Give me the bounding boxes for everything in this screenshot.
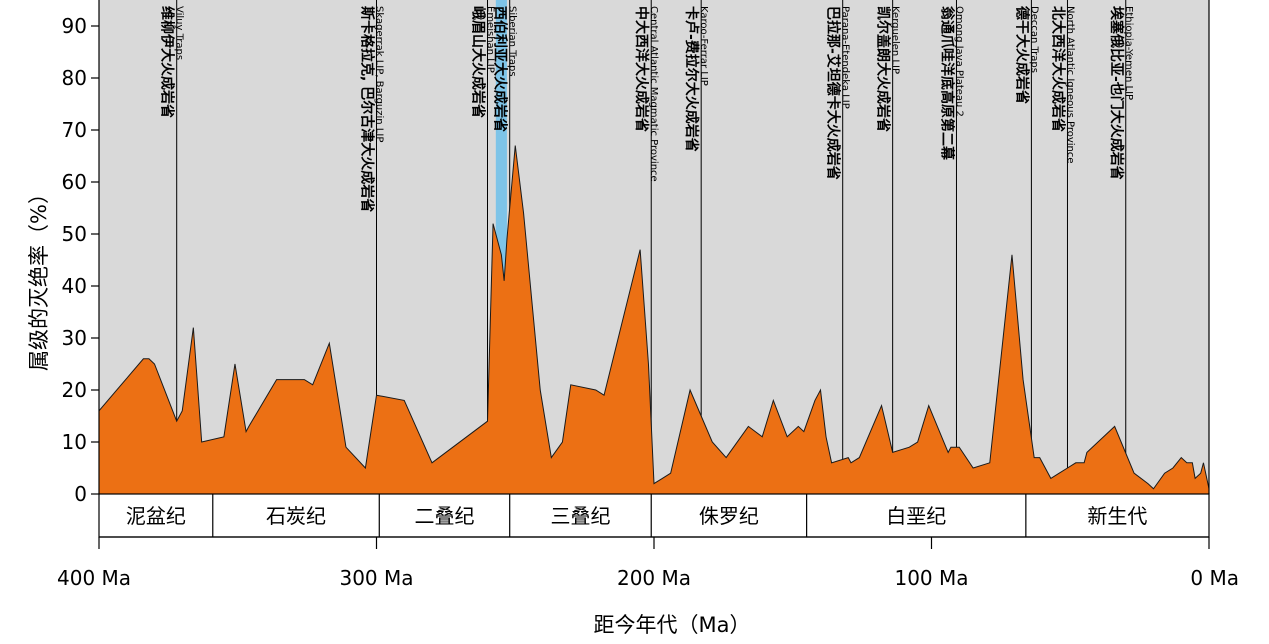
event-label-en: Emeishan LIP — [485, 6, 496, 73]
event-label-10: 北大西洋大火成岩省 North Atlantic Igneous Province — [1049, 6, 1075, 164]
y-tick-label: 40 — [62, 274, 87, 298]
period-label-2: 二叠纪 — [414, 504, 474, 528]
y-tick-label: 60 — [62, 170, 87, 194]
event-label-en: Omong Java Plateau 2 — [953, 6, 964, 117]
y-tick-label: 0 — [74, 482, 87, 506]
event-labels: 维柳伊大火成岩省 Viluy Traps 斯卡格拉克, 巴尔古津大火成岩省 Skage… — [159, 6, 1134, 212]
x-tick-label: 100 Ma — [894, 566, 968, 590]
period-label-5: 白垩纪 — [886, 504, 946, 528]
extinction-rate-series — [98, 145, 1210, 495]
x-tick-label: 0 Ma — [1190, 566, 1239, 590]
x-tick-label: 300 Ma — [339, 566, 413, 590]
event-label-en: Parana-Etendeka LIP — [840, 6, 851, 109]
event-label-zh: 维柳伊大火成岩省 — [159, 6, 176, 118]
event-label-en: Central Atlantic Magmatic Province — [648, 6, 659, 182]
y-tick-label: 90 — [62, 14, 87, 38]
y-tick-label: 30 — [62, 326, 87, 350]
y-axis-title: 属级的灭绝率（%） — [27, 183, 51, 371]
x-tick-label: 200 Ma — [617, 566, 691, 590]
x-axis-title: 距今年代（Ma） — [594, 613, 751, 637]
geologic-periods: 泥盆纪 石炭纪 二叠纪 三叠纪 侏罗纪 白垩纪 新生代 — [98, 493, 1210, 538]
y-tick-label: 80 — [62, 66, 87, 90]
event-label-5: 卡卢-费拉尔大火成岩省 Karoo-Ferrar LIP — [683, 6, 709, 152]
siberian-highlight-band — [495, 0, 507, 494]
event-label-en: Viluy Traps — [174, 6, 185, 60]
y-tick-label: 70 — [62, 118, 87, 142]
event-label-2: 峨眉山大火成岩省 Emeishan LIP — [470, 6, 496, 118]
event-label-zh: 凯尔盖朗大火成岩省 — [875, 6, 892, 132]
period-label-6: 新生代 — [1087, 504, 1147, 528]
event-label-11: 埃塞俄比亚-也门大火成岩省 Ethiopia-Yemen LIP — [1108, 6, 1134, 180]
event-label-zh: 埃塞俄比亚-也门大火成岩省 — [1108, 6, 1125, 180]
event-label-zh: 峨眉山大火成岩省 — [470, 6, 487, 118]
event-label-6: 巴拉那-艾坦德卡大火成岩省 Parana-Etendeka LIP — [825, 6, 851, 180]
period-label-3: 三叠纪 — [550, 504, 610, 528]
x-axis: 400 Ma 300 Ma 200 Ma 100 Ma 0 Ma — [57, 536, 1239, 590]
event-label-4: 中大西洋大火成岩省 Central Atlantic Magmatic Provi… — [633, 6, 659, 182]
event-label-9: 德干大火成岩省 Deccan Traps — [1013, 6, 1039, 104]
event-label-en: Skagerrak LIP, Barguzin LIP — [374, 6, 385, 142]
event-label-zh: 德干大火成岩省 — [1013, 6, 1030, 104]
event-label-zh: 北大西洋大火成岩省 — [1049, 6, 1066, 132]
event-label-3: 西伯利亚大火成岩省 Siberian Traps — [492, 6, 518, 132]
event-label-8: 翁通爪哇洋底高原第二幕 Omong Java Plateau 2 — [938, 6, 964, 161]
event-label-en: Ethiopia-Yemen LIP — [1123, 6, 1134, 100]
x-tick-label: 400 Ma — [57, 566, 131, 590]
period-label-0: 泥盆纪 — [126, 504, 186, 528]
event-label-zh: 斯卡格拉克, 巴尔古津大火成岩省 — [359, 6, 376, 212]
event-label-7: 凯尔盖朗大火成岩省 Kerguelen LIP — [875, 6, 901, 132]
event-label-en: Kerguelen LIP — [890, 6, 901, 74]
y-axis: 0 10 20 30 40 50 60 70 80 90 — [62, 0, 1210, 506]
y-tick-label: 10 — [62, 430, 87, 454]
event-label-en: North Atlantic Igneous Province — [1064, 6, 1075, 164]
event-label-zh: 卡卢-费拉尔大火成岩省 — [683, 6, 700, 152]
extinction-area — [98, 145, 1210, 495]
event-label-1: 斯卡格拉克, 巴尔古津大火成岩省 Skagerrak LIP, Barguzin … — [359, 6, 385, 212]
event-label-zh: 巴拉那-艾坦德卡大火成岩省 — [825, 6, 842, 180]
event-label-zh: 西伯利亚大火成岩省 — [492, 6, 509, 132]
event-label-en: Siberian Traps — [507, 6, 518, 77]
period-label-4: 侏罗纪 — [699, 504, 759, 528]
event-label-en: Karoo-Ferrar LIP — [698, 6, 709, 86]
y-tick-label: 50 — [62, 222, 87, 246]
event-label-zh: 中大西洋大火成岩省 — [633, 6, 650, 132]
y-tick-label: 20 — [62, 378, 87, 402]
event-label-en: Deccan Traps — [1028, 6, 1039, 73]
event-label-zh: 翁通爪哇洋底高原第二幕 — [938, 6, 955, 161]
event-label-0: 维柳伊大火成岩省 Viluy Traps — [159, 6, 185, 118]
period-strip — [98, 493, 1210, 538]
period-label-1: 石炭纪 — [266, 504, 326, 528]
